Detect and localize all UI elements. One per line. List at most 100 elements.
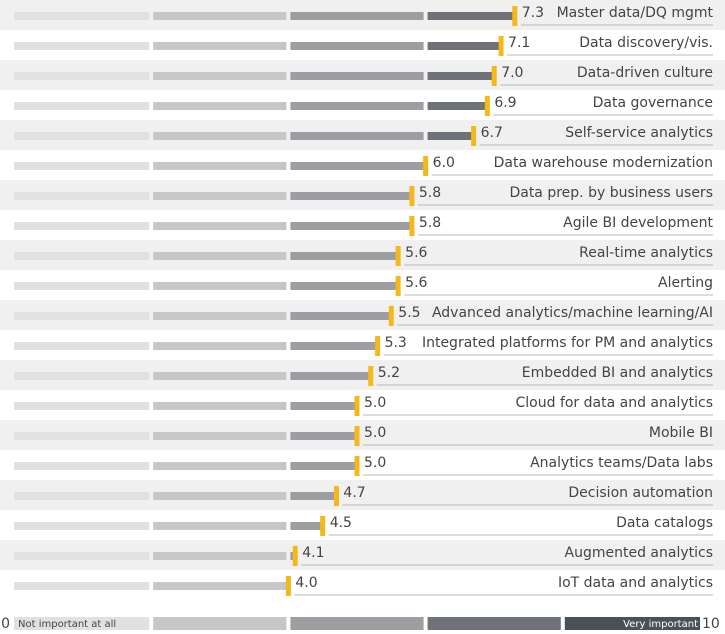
value-marker bbox=[395, 276, 401, 296]
value-label: 5.8 bbox=[419, 185, 441, 201]
bar-segment bbox=[290, 372, 371, 380]
bar-segment bbox=[290, 222, 412, 230]
bar-segment bbox=[153, 372, 287, 380]
bar-segment bbox=[290, 462, 357, 470]
bar-segment bbox=[153, 432, 287, 440]
bar-segment bbox=[14, 552, 150, 560]
bar-segment bbox=[14, 132, 150, 140]
value-marker bbox=[395, 246, 401, 266]
bar-segment bbox=[290, 12, 424, 20]
bar-segment bbox=[153, 462, 287, 470]
bar-segment bbox=[14, 372, 150, 380]
bar-segment bbox=[153, 192, 287, 200]
bar-segment bbox=[14, 192, 150, 200]
bar-segment bbox=[14, 432, 150, 440]
value-label: 5.0 bbox=[364, 425, 386, 441]
value-label: 5.6 bbox=[405, 275, 427, 291]
bar-segment bbox=[153, 72, 287, 80]
bar-segment bbox=[290, 132, 424, 140]
scale-segment bbox=[290, 617, 424, 630]
category-label: Alerting bbox=[658, 275, 713, 291]
value-label: 6.0 bbox=[433, 155, 455, 171]
category-label: Data discovery/vis. bbox=[579, 35, 713, 51]
value-label: 5.5 bbox=[398, 305, 420, 321]
bar-segment bbox=[14, 282, 150, 290]
bar-segment bbox=[14, 102, 150, 110]
category-label: Advanced analytics/machine learning/AI bbox=[432, 305, 713, 321]
value-marker bbox=[285, 576, 291, 596]
bar-segment bbox=[153, 402, 287, 410]
bar-segment bbox=[290, 312, 392, 320]
value-marker bbox=[354, 426, 360, 446]
value-marker bbox=[484, 96, 490, 116]
value-marker bbox=[512, 6, 518, 26]
category-label: Data-driven culture bbox=[577, 65, 713, 81]
category-label: Self-service analytics bbox=[565, 125, 713, 141]
category-label: Analytics teams/Data labs bbox=[530, 455, 713, 471]
bar-segment bbox=[153, 222, 287, 230]
value-marker bbox=[423, 156, 429, 176]
value-marker bbox=[409, 186, 415, 206]
bar-segment bbox=[14, 342, 150, 350]
scale-segment bbox=[14, 617, 150, 630]
value-label: 4.1 bbox=[302, 545, 324, 561]
bar-segment bbox=[427, 12, 515, 20]
value-marker bbox=[354, 456, 360, 476]
bar-segment bbox=[153, 102, 287, 110]
value-label: 5.6 bbox=[405, 245, 427, 261]
category-label: Embedded BI and analytics bbox=[522, 365, 713, 381]
bar-segment bbox=[290, 492, 337, 500]
value-marker bbox=[292, 546, 298, 566]
bar-segment bbox=[14, 222, 150, 230]
value-label: 6.9 bbox=[494, 95, 516, 111]
bar-segment bbox=[14, 522, 150, 530]
bar-segment bbox=[14, 162, 150, 170]
bar-segment bbox=[290, 72, 424, 80]
bar-segment bbox=[14, 42, 150, 50]
bar-segment bbox=[290, 342, 378, 350]
value-marker bbox=[491, 66, 497, 86]
value-label: 7.0 bbox=[501, 65, 523, 81]
bar-segment bbox=[290, 192, 412, 200]
value-label: 5.0 bbox=[364, 455, 386, 471]
bar-segment bbox=[153, 492, 287, 500]
bar-segment bbox=[427, 42, 502, 50]
bar-segment bbox=[14, 252, 150, 260]
bar-segment bbox=[290, 102, 424, 110]
x-tick-label: 10 bbox=[702, 616, 720, 632]
category-label: Data prep. by business users bbox=[509, 185, 713, 201]
bar-segment bbox=[153, 12, 287, 20]
scale-segment bbox=[153, 617, 287, 630]
category-label: Augmented analytics bbox=[565, 545, 713, 561]
bar-segment bbox=[290, 42, 424, 50]
scale-segment bbox=[564, 617, 700, 630]
value-marker bbox=[333, 486, 339, 506]
value-label: 4.7 bbox=[343, 485, 365, 501]
value-label: 7.1 bbox=[508, 35, 530, 51]
category-label: Real-time analytics bbox=[579, 245, 713, 261]
scale-segment bbox=[427, 617, 561, 630]
value-label: 4.0 bbox=[295, 575, 317, 591]
value-marker bbox=[368, 366, 374, 386]
bar-segment bbox=[427, 72, 495, 80]
value-marker bbox=[354, 396, 360, 416]
x-tick-label: 0 bbox=[1, 616, 10, 632]
value-marker bbox=[471, 126, 477, 146]
bar-segment bbox=[290, 252, 399, 260]
category-label: Master data/DQ mgmt bbox=[557, 5, 714, 21]
bar-segment bbox=[153, 552, 287, 560]
value-label: 5.8 bbox=[419, 215, 441, 231]
bar-segment bbox=[14, 12, 150, 20]
bar-segment bbox=[290, 162, 426, 170]
bar-segment bbox=[14, 312, 150, 320]
bar-segment bbox=[14, 462, 150, 470]
bar-segment bbox=[153, 342, 287, 350]
category-label: Cloud for data and analytics bbox=[516, 395, 714, 411]
value-label: 6.7 bbox=[481, 125, 503, 141]
category-label: Data governance bbox=[593, 95, 713, 111]
bar-segment bbox=[14, 72, 150, 80]
value-label: 4.5 bbox=[330, 515, 352, 531]
bar-segment bbox=[153, 282, 287, 290]
category-label: Decision automation bbox=[568, 485, 713, 501]
